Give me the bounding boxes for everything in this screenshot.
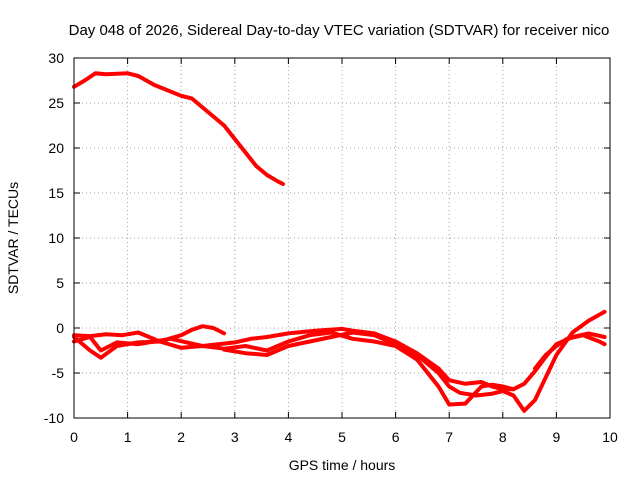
x-tick-label: 2	[177, 429, 185, 445]
series-track-1	[72, 71, 285, 186]
y-tick-label: 20	[48, 140, 64, 156]
x-tick-label: 3	[231, 429, 239, 445]
series-track-4	[72, 330, 516, 407]
series-track-6	[533, 333, 607, 371]
y-tick-label: 15	[48, 185, 64, 201]
series-track-3	[72, 326, 607, 392]
x-tick-label: 0	[70, 429, 78, 445]
series-layer	[72, 71, 607, 413]
y-tick-label: 10	[48, 230, 64, 246]
y-tick-label: 30	[48, 50, 64, 66]
x-tick-label: 6	[392, 429, 400, 445]
x-tick-label: 10	[602, 429, 618, 445]
y-tick-label: 0	[56, 320, 64, 336]
x-tick-label: 4	[285, 429, 293, 445]
grid-lines	[74, 58, 610, 418]
y-tick-label: 25	[48, 95, 64, 111]
y-tick-label: -10	[44, 410, 64, 426]
y-axis-label: SDTVAR / TECUs	[5, 182, 21, 294]
x-axis-label: GPS time / hours	[289, 457, 396, 473]
series-track-2	[72, 324, 227, 344]
y-tick-labels: -10 -5 0 5 10 15 20 25 30	[44, 50, 64, 426]
x-tick-labels: 0 1 2 3 4 5 6 7 8 9 10	[70, 429, 618, 445]
y-tick-label: -5	[52, 365, 65, 381]
chart-title: Day 048 of 2026, Sidereal Day-to-day VTE…	[69, 22, 610, 39]
tick-marks	[73, 57, 611, 419]
x-tick-label: 5	[338, 429, 346, 445]
x-tick-label: 9	[553, 429, 561, 445]
y-tick-label: 5	[56, 275, 64, 291]
x-tick-label: 7	[445, 429, 453, 445]
x-tick-label: 1	[124, 429, 132, 445]
x-tick-label: 8	[499, 429, 507, 445]
series-track-5	[222, 309, 607, 413]
